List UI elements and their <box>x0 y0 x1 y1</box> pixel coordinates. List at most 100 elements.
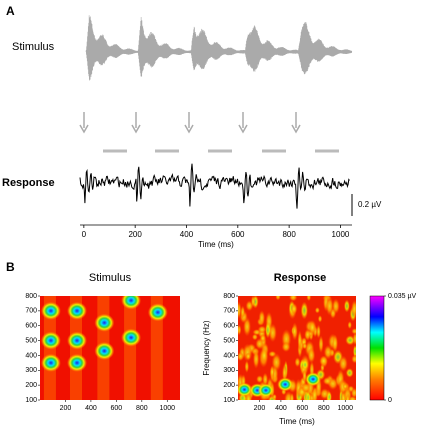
patch <box>300 301 309 320</box>
patch <box>351 299 356 318</box>
y-axis-label: Frequency (Hz) <box>202 320 211 375</box>
x-tick-label: 400 <box>180 230 194 239</box>
patch <box>250 296 256 308</box>
patch <box>351 328 356 335</box>
x-tick-label: 200 <box>254 405 266 412</box>
y-tick-label: 600 <box>25 323 37 330</box>
blob <box>121 328 142 347</box>
patch <box>291 322 298 341</box>
arrow-head <box>291 124 301 134</box>
blob <box>238 382 253 397</box>
patch <box>245 352 251 361</box>
y-tick-label: 800 <box>25 293 37 300</box>
stimulus-waveform <box>297 22 353 75</box>
patch <box>304 328 311 341</box>
patch <box>314 307 320 314</box>
patch <box>338 355 348 372</box>
patch <box>345 368 354 378</box>
band <box>124 296 137 400</box>
x-tick-label: 1000 <box>337 405 353 412</box>
patch <box>260 346 269 364</box>
patch <box>252 349 260 369</box>
patch <box>343 299 350 313</box>
response-spectrogram <box>238 296 356 400</box>
patch <box>325 296 334 316</box>
arrow-head <box>238 124 248 134</box>
y-tick-label: 100 <box>25 397 37 404</box>
patch <box>289 392 295 400</box>
patch <box>331 334 339 353</box>
patch <box>294 357 301 368</box>
arrow-head <box>79 124 89 134</box>
patch <box>238 324 242 336</box>
blob <box>121 296 142 310</box>
patch <box>256 375 264 384</box>
scale-bar-label: 0.2 µV <box>358 200 382 209</box>
x-tick-label: 800 <box>282 230 296 239</box>
patch <box>317 315 323 323</box>
patch <box>240 305 246 319</box>
response-waveform <box>79 163 350 209</box>
patch <box>345 392 350 400</box>
stimulus-waveform <box>244 25 300 72</box>
patch <box>342 383 348 390</box>
colorbar <box>369 295 385 401</box>
patch <box>301 359 309 371</box>
y-tick-label: 200 <box>223 382 235 389</box>
patch <box>290 303 298 315</box>
x-tick-label: 200 <box>128 230 142 239</box>
y-tick-label: 700 <box>223 308 235 315</box>
patch <box>257 325 267 334</box>
x-tick-label: 1000 <box>159 405 175 412</box>
y-tick-label: 700 <box>25 308 37 315</box>
x-tick-label: 600 <box>231 230 245 239</box>
response-label: Response <box>2 177 55 189</box>
patch <box>297 330 303 351</box>
panel-label: A <box>6 4 15 18</box>
y-tick-label: 300 <box>25 367 37 374</box>
y-tick-label: 100 <box>223 397 235 404</box>
patch <box>347 321 352 330</box>
stimulus-spectrogram <box>40 296 168 400</box>
stimulus-waveform <box>190 26 246 71</box>
x-tick-label: 0 <box>82 230 87 239</box>
patch <box>265 321 271 339</box>
colorbar-tick-label: 0 <box>388 397 392 404</box>
patch <box>323 344 333 360</box>
blob <box>147 303 168 322</box>
patch <box>306 296 312 302</box>
patch <box>275 296 281 301</box>
blob <box>257 383 274 398</box>
patch <box>311 386 318 400</box>
x-tick-label: 200 <box>60 405 72 412</box>
patch <box>307 347 316 364</box>
stimulus-label: Stimulus <box>12 41 55 53</box>
patch <box>281 341 291 353</box>
y-tick-label: 800 <box>223 293 235 300</box>
patch <box>351 354 356 364</box>
blob <box>40 353 61 372</box>
patch <box>332 298 340 314</box>
patch <box>350 387 356 399</box>
panel-label: B <box>6 260 15 274</box>
blob <box>67 301 87 320</box>
stimulus-spectrogram-title: Stimulus <box>89 272 132 284</box>
y-tick-label: 600 <box>223 323 235 330</box>
patch <box>326 391 332 400</box>
x-tick-label: 400 <box>85 405 97 412</box>
patch <box>238 351 244 362</box>
response-spectrogram-title: Response <box>274 272 327 284</box>
blob <box>40 301 61 320</box>
patch <box>308 319 317 336</box>
x-axis-label: Time (ms) <box>279 417 315 426</box>
patch <box>251 333 258 341</box>
patch <box>322 376 332 386</box>
blob <box>277 377 294 392</box>
patch <box>305 390 311 400</box>
arrow-head <box>131 124 141 134</box>
blob <box>305 372 322 387</box>
patch <box>258 310 266 326</box>
y-tick-label: 400 <box>25 352 37 359</box>
blob <box>94 313 115 332</box>
